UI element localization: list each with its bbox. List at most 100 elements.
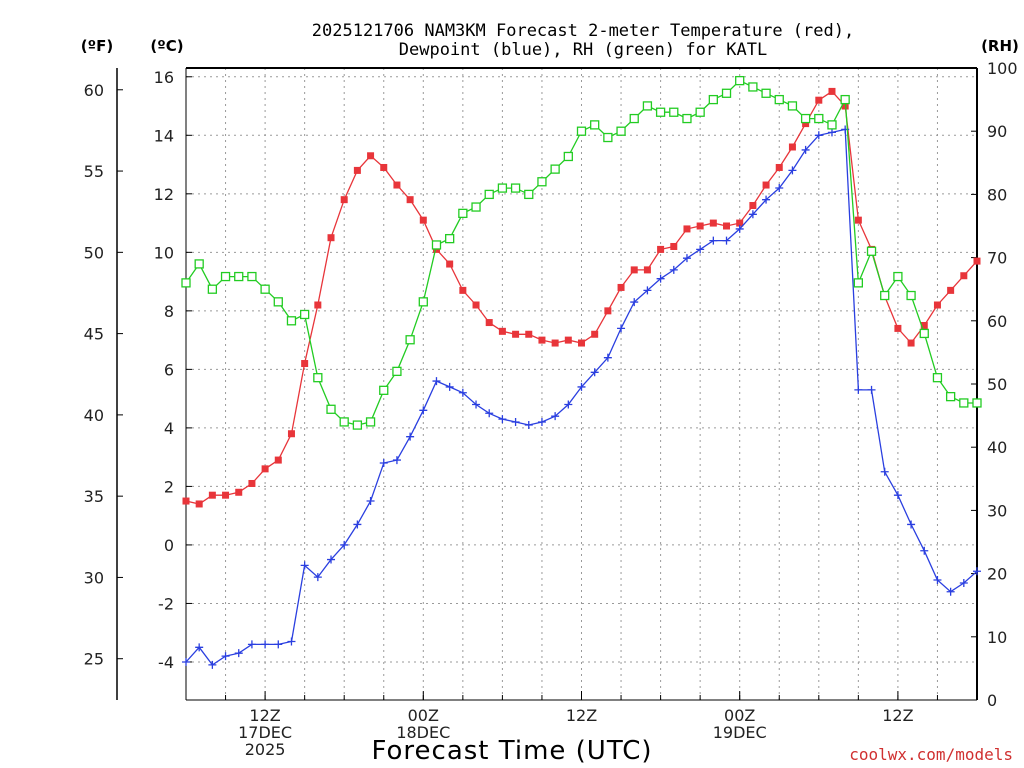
data-point (576, 126, 587, 136)
data-point (919, 328, 929, 339)
data-point (814, 113, 824, 124)
celsius-tick-label: 2 (164, 477, 174, 496)
rh-tick-label: 10 (987, 628, 1007, 647)
data-point (920, 321, 928, 329)
data-point (959, 398, 969, 408)
data-point (419, 216, 427, 224)
data-point (380, 163, 388, 171)
celsius-tick-label: 6 (164, 360, 174, 379)
data-point (775, 183, 784, 192)
fahrenheit-tick-label: 25 (84, 650, 104, 669)
data-point (208, 491, 216, 499)
rh-tick-label: 100 (987, 59, 1018, 78)
data-point (630, 298, 639, 307)
data-point (287, 637, 296, 646)
data-point (616, 126, 626, 136)
data-point (367, 152, 375, 160)
data-point (867, 385, 876, 394)
data-point (629, 113, 639, 124)
data-point (722, 236, 731, 245)
data-point (682, 254, 691, 263)
rh-tick-label: 20 (987, 565, 1007, 584)
data-point (735, 75, 745, 86)
fahrenheit-tick-label: 45 (84, 325, 104, 344)
rh-tick-label: 50 (987, 375, 1007, 394)
data-point (617, 283, 625, 291)
data-point (247, 271, 257, 282)
fahrenheit-tick-label: 30 (84, 568, 104, 587)
data-point (893, 491, 902, 500)
time-tick-label: 17DEC (238, 723, 292, 742)
data-point (512, 330, 520, 338)
data-point (960, 272, 968, 280)
data-point (603, 132, 613, 143)
fahrenheit-tick-label: 40 (84, 406, 104, 425)
celsius-tick-label: 4 (164, 419, 174, 438)
time-tick-label: 18DEC (396, 723, 450, 742)
data-point (604, 307, 612, 315)
chart-title-line-1: 2025121706 NAM3KM Forecast 2-meter Tempe… (312, 21, 854, 41)
data-point (708, 94, 718, 105)
data-point (564, 336, 572, 344)
data-point (485, 409, 494, 418)
data-point (880, 290, 890, 301)
series-layer (181, 75, 982, 669)
data-point (274, 456, 282, 464)
data-point (551, 412, 560, 421)
data-point (261, 465, 269, 473)
rh-tick-label: 90 (987, 122, 1007, 141)
data-point (630, 266, 638, 274)
data-point (392, 456, 401, 465)
data-point (247, 640, 256, 649)
data-point (393, 181, 401, 189)
data-point (945, 391, 956, 402)
data-point (511, 418, 520, 427)
data-point (551, 339, 559, 347)
data-point (472, 301, 480, 309)
time-tick-label: 12Z (882, 706, 913, 725)
time-tick-label: 12Z (566, 706, 597, 725)
data-point (603, 353, 612, 362)
data-point (485, 319, 493, 327)
data-point (775, 163, 783, 171)
data-point (392, 366, 402, 377)
data-point (577, 382, 586, 391)
celsius-tick-label: -2 (158, 594, 174, 613)
data-point (696, 222, 704, 230)
data-point (802, 120, 810, 128)
series-dewpoint (182, 125, 981, 669)
data-point (208, 660, 217, 669)
data-point (182, 657, 190, 666)
data-point (248, 479, 256, 487)
data-point (207, 284, 218, 294)
data-point (195, 500, 203, 508)
data-point (933, 301, 941, 309)
data-point (590, 120, 600, 130)
data-point (181, 278, 191, 288)
data-point (352, 420, 363, 430)
data-point (537, 177, 547, 187)
rh-tick-label: 70 (987, 249, 1007, 268)
data-point (682, 113, 692, 124)
data-point (313, 373, 323, 383)
data-point (564, 400, 573, 409)
data-point (458, 208, 468, 219)
data-point (339, 417, 349, 427)
data-point (762, 181, 770, 189)
data-point (642, 101, 653, 111)
data-point (815, 96, 823, 104)
data-point (591, 330, 599, 338)
time-tick-label: 2025 (245, 740, 286, 759)
data-point (578, 339, 585, 347)
data-point (446, 260, 454, 268)
data-point (418, 297, 428, 307)
data-point (655, 107, 666, 117)
data-point (907, 520, 916, 529)
data-point (366, 497, 375, 506)
data-point (670, 242, 678, 250)
rh-tick-label: 0 (987, 691, 997, 710)
data-point (498, 327, 506, 335)
data-point (894, 324, 902, 332)
